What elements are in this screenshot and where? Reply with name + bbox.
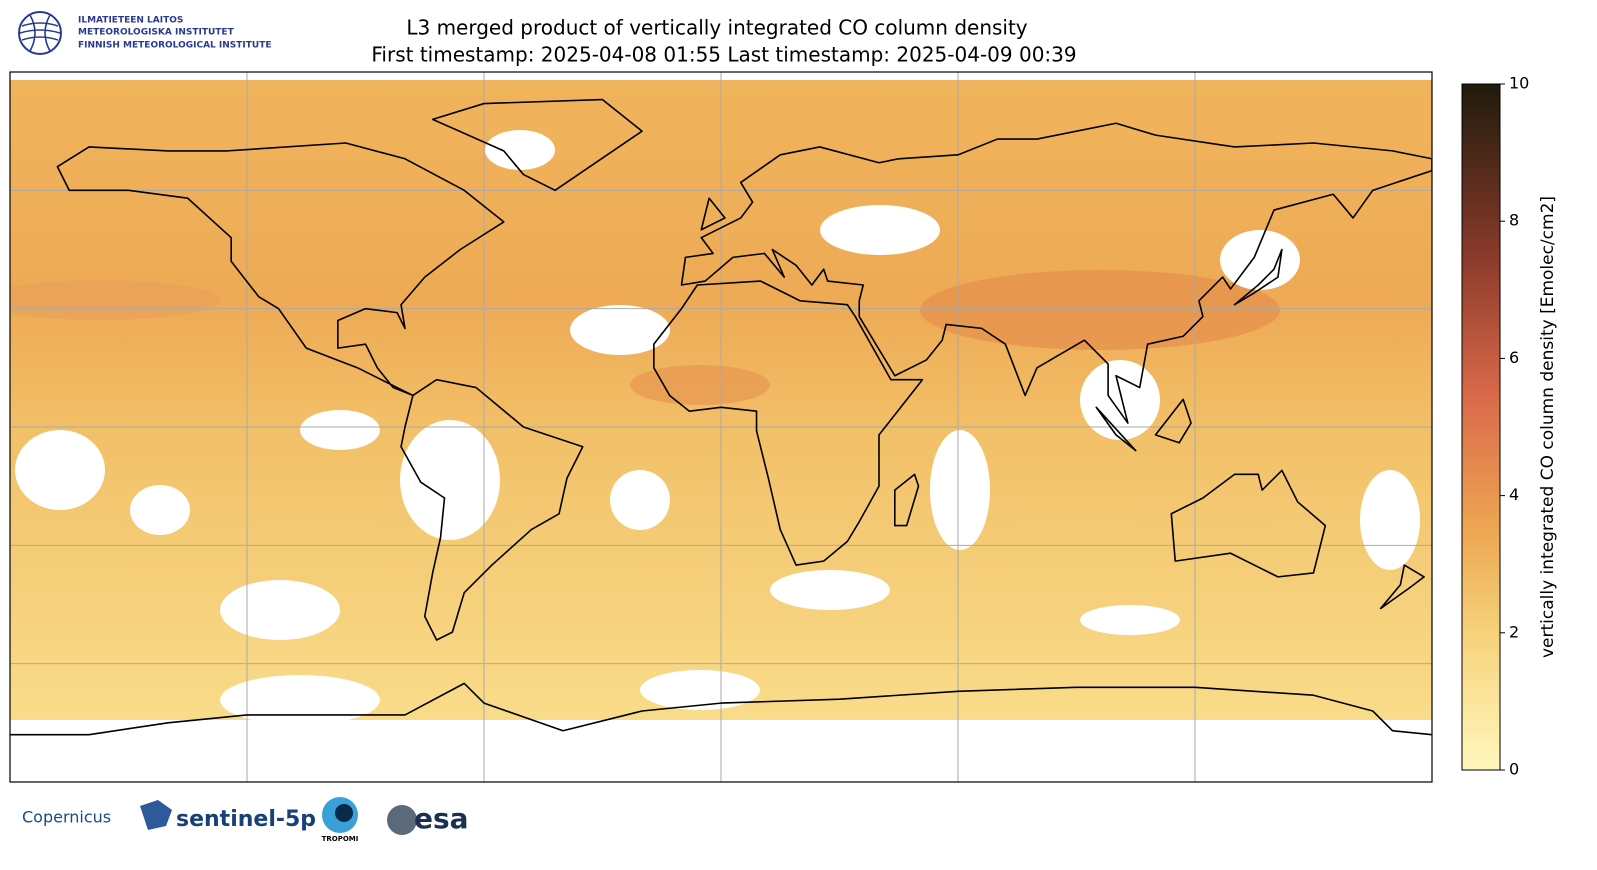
tick-label: 10 xyxy=(1509,74,1529,93)
coastline xyxy=(400,378,584,641)
tick-label: 8 xyxy=(1509,211,1519,230)
tropomi-icon xyxy=(335,804,353,822)
coastline xyxy=(680,122,1432,424)
coastline xyxy=(894,473,920,527)
logo-text: esa xyxy=(414,802,469,835)
coastline xyxy=(1154,398,1192,444)
title: L3 merged product of vertically integrat… xyxy=(406,16,1027,40)
tick-label: 2 xyxy=(1509,622,1519,641)
footer-logos: Copernicus sentinel-5p TROPOMI esa xyxy=(22,797,469,843)
logo-text: Copernicus xyxy=(22,808,111,827)
tick-label: 0 xyxy=(1509,760,1519,779)
coastline xyxy=(56,142,505,397)
colorbar-label: vertically integrated CO column density … xyxy=(1538,196,1558,658)
logo-text: METEOROLOGISKA INSTITUTET xyxy=(78,28,235,38)
coastline xyxy=(431,98,643,192)
logo-text: FINNISH METEOROLOGICAL INSTITUTE xyxy=(78,41,272,51)
logo-text: sentinel-5p xyxy=(176,807,316,832)
tick-label: 4 xyxy=(1509,485,1519,504)
high-co xyxy=(10,280,220,320)
coastline xyxy=(653,280,924,566)
map-frame xyxy=(9,71,1433,783)
coastline xyxy=(700,197,726,231)
satellite-icon xyxy=(140,800,172,830)
coastline xyxy=(10,682,1432,736)
fmi-logo: ILMATIETEEN LAITOS METEOROLOGISKA INSTIT… xyxy=(18,11,272,55)
coastline xyxy=(1233,248,1283,306)
subtitle: First timestamp: 2025-04-08 01:55 Last t… xyxy=(371,43,1076,67)
map xyxy=(10,72,1432,782)
coastline xyxy=(1095,406,1137,452)
colorbar xyxy=(1461,83,1501,771)
tick-label: 6 xyxy=(1509,348,1519,367)
coastline xyxy=(1379,564,1425,610)
coastline xyxy=(1170,469,1327,578)
high-co xyxy=(630,365,770,405)
logo-text: TROPOMI xyxy=(322,835,359,843)
logo-text: ILMATIETEEN LAITOS xyxy=(78,16,183,26)
esa-icon xyxy=(387,805,417,835)
